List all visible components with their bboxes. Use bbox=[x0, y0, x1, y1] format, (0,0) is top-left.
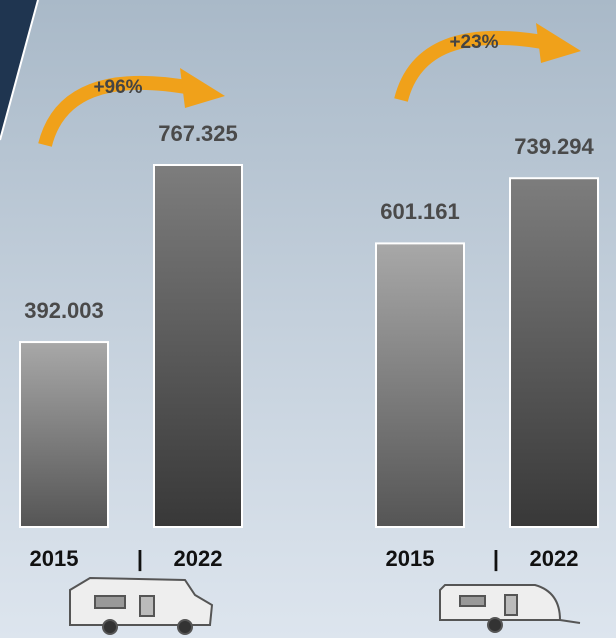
value-label: 601.161 bbox=[380, 199, 460, 224]
x-tick-label: 2022 bbox=[174, 546, 223, 571]
x-tick-label: 2015 bbox=[386, 546, 435, 571]
growth-arrow-head bbox=[180, 68, 225, 108]
growth-label: +96% bbox=[93, 77, 142, 98]
growth-arrow bbox=[394, 30, 550, 102]
x-tick-label: 2022 bbox=[530, 546, 579, 571]
x-tick-label: 2015 bbox=[30, 546, 79, 571]
growth-label: +23% bbox=[449, 32, 498, 53]
bar bbox=[509, 177, 599, 528]
motorhome-icon bbox=[69, 576, 214, 635]
separator: | bbox=[137, 546, 143, 571]
growth-arrow bbox=[38, 75, 194, 147]
caravan-icon bbox=[439, 584, 581, 633]
value-label: 392.003 bbox=[24, 298, 104, 323]
value-label: 767.325 bbox=[158, 121, 238, 146]
bar bbox=[19, 341, 109, 528]
corner-line bbox=[0, 0, 39, 141]
bar bbox=[153, 164, 243, 528]
value-label: 739.294 bbox=[514, 134, 594, 159]
separator: | bbox=[493, 546, 499, 571]
bar bbox=[375, 242, 465, 528]
growth-arrow-head bbox=[536, 23, 581, 63]
